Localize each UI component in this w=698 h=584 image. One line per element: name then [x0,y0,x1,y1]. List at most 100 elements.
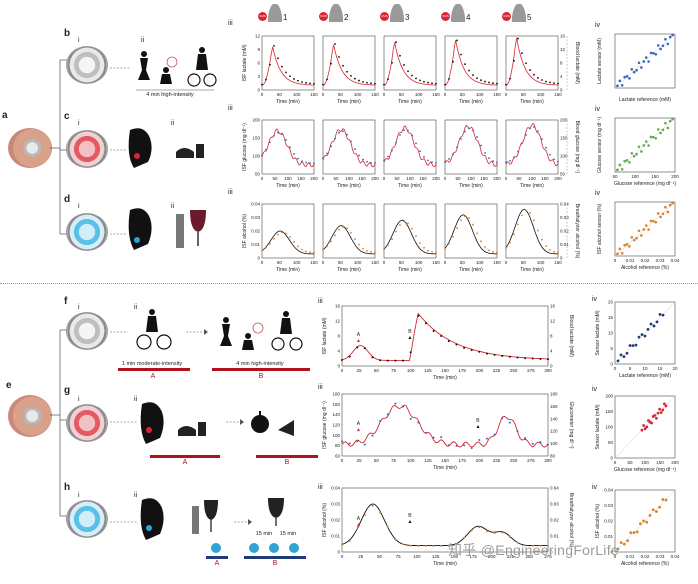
reference-point [470,529,473,532]
plot-frame [341,487,549,553]
corr-point [664,498,668,502]
corr-point [640,150,643,153]
corr-point [649,322,653,326]
reference-point [505,247,507,249]
reference-point [432,544,435,547]
reference-point [350,74,352,77]
roman-giii: iii [318,384,323,391]
reference-point [470,447,473,450]
reference-point [366,250,368,252]
reference-point [525,209,527,212]
x-tick-label: 100 [284,176,292,181]
corr-point [626,539,629,543]
x-tick-label: 200 [310,176,318,181]
corr-point [652,51,655,55]
reference-point [338,228,340,231]
reference-point [521,214,523,217]
y2-tick-label: 80 [550,454,556,459]
person-icon [329,4,343,22]
x-tick-label: 250 [510,458,518,463]
x-tick-label: 100 [345,176,353,181]
subject-number: 1 [283,13,288,22]
x-tick-label: 125 [424,458,432,463]
reference-point [456,227,458,229]
corr-point [668,119,672,123]
x-tick-label: 100 [537,260,545,265]
cms-badge: CMS [502,12,511,21]
corr-point [659,215,662,219]
reference-point [501,531,504,534]
corr-frame [614,395,676,459]
reference-point [399,134,401,136]
reference-point [452,153,454,156]
person-icon [390,4,404,22]
roman-hiv: iv [592,484,598,491]
bar-a-h [206,556,228,559]
x-tick-label: 50 [374,458,380,463]
reference-point [402,405,405,408]
x-tick-label: 100 [467,176,475,181]
corr-y-tick: 150 [605,409,613,414]
corr-point [653,413,657,417]
corr-point [664,37,667,41]
label-b-f: B [258,373,264,380]
x-tick-label: 50 [277,260,283,265]
x-tick-label: 0 [261,176,264,181]
x-tick-label: 0 [261,260,264,265]
corr-x-tick: 150 [651,174,659,179]
marker-a: A [357,421,361,427]
reference-point [440,436,443,439]
reference-point [431,82,433,85]
corr-x-tick: 0.03 [656,554,665,559]
reference-point [403,129,405,132]
x-tick-label: 0 [383,260,386,265]
y-tick-label: 120 [332,423,340,428]
corr-x-tick: 0.01 [626,258,635,263]
corr-y-tick: 0.01 [604,534,613,539]
corr-point [654,52,658,56]
sensor-trace [261,230,314,255]
marker-arrow-a [356,428,360,432]
corr-point [640,428,644,432]
corr-x-tick: 50 [612,174,618,179]
reference-point [456,146,458,149]
reference-point [407,129,409,132]
panel-label-f: f [64,296,68,307]
corr-point [666,42,670,46]
y-axis-label: ISF glucose (mg dl⁻¹) [322,401,328,449]
reference-point [386,525,389,528]
plot-frame [322,35,376,91]
corr-point [654,220,658,224]
y2-tick-label: 4 [560,74,563,79]
reference-point [415,142,417,145]
reference-point [517,37,519,40]
plot-frame [444,35,498,91]
corr-point [640,66,643,69]
corr-point [616,252,619,256]
roman-ciii: iii [228,105,233,112]
reference-point [261,154,263,157]
cms-badge: CMS [441,12,450,21]
corr-y-tick: 200 [605,394,613,399]
x-tick-label: 50 [272,176,278,181]
reference-point [424,544,427,547]
x-tick-label: 0 [383,92,386,97]
y2-tick-label: 0.04 [560,202,569,207]
corr-y-tick: 0.02 [604,519,613,524]
reference-point [409,417,412,420]
plot-frame [322,203,376,259]
y2-tick-label: 0.03 [550,502,559,507]
y2-tick-label: 160 [550,404,558,409]
reference-point [358,243,360,246]
y2-tick-label: 0 [550,364,553,369]
corr-point [661,128,665,132]
sensor-trace [322,225,375,255]
y-tick-label: 180 [332,392,340,397]
reference-point [456,39,458,42]
marker-arrow-a [356,523,360,527]
reference-point [297,79,299,82]
corr-point [637,229,641,233]
corr-frame [614,33,676,89]
reference-point [447,544,450,547]
x-tick-label: 50 [399,260,405,265]
